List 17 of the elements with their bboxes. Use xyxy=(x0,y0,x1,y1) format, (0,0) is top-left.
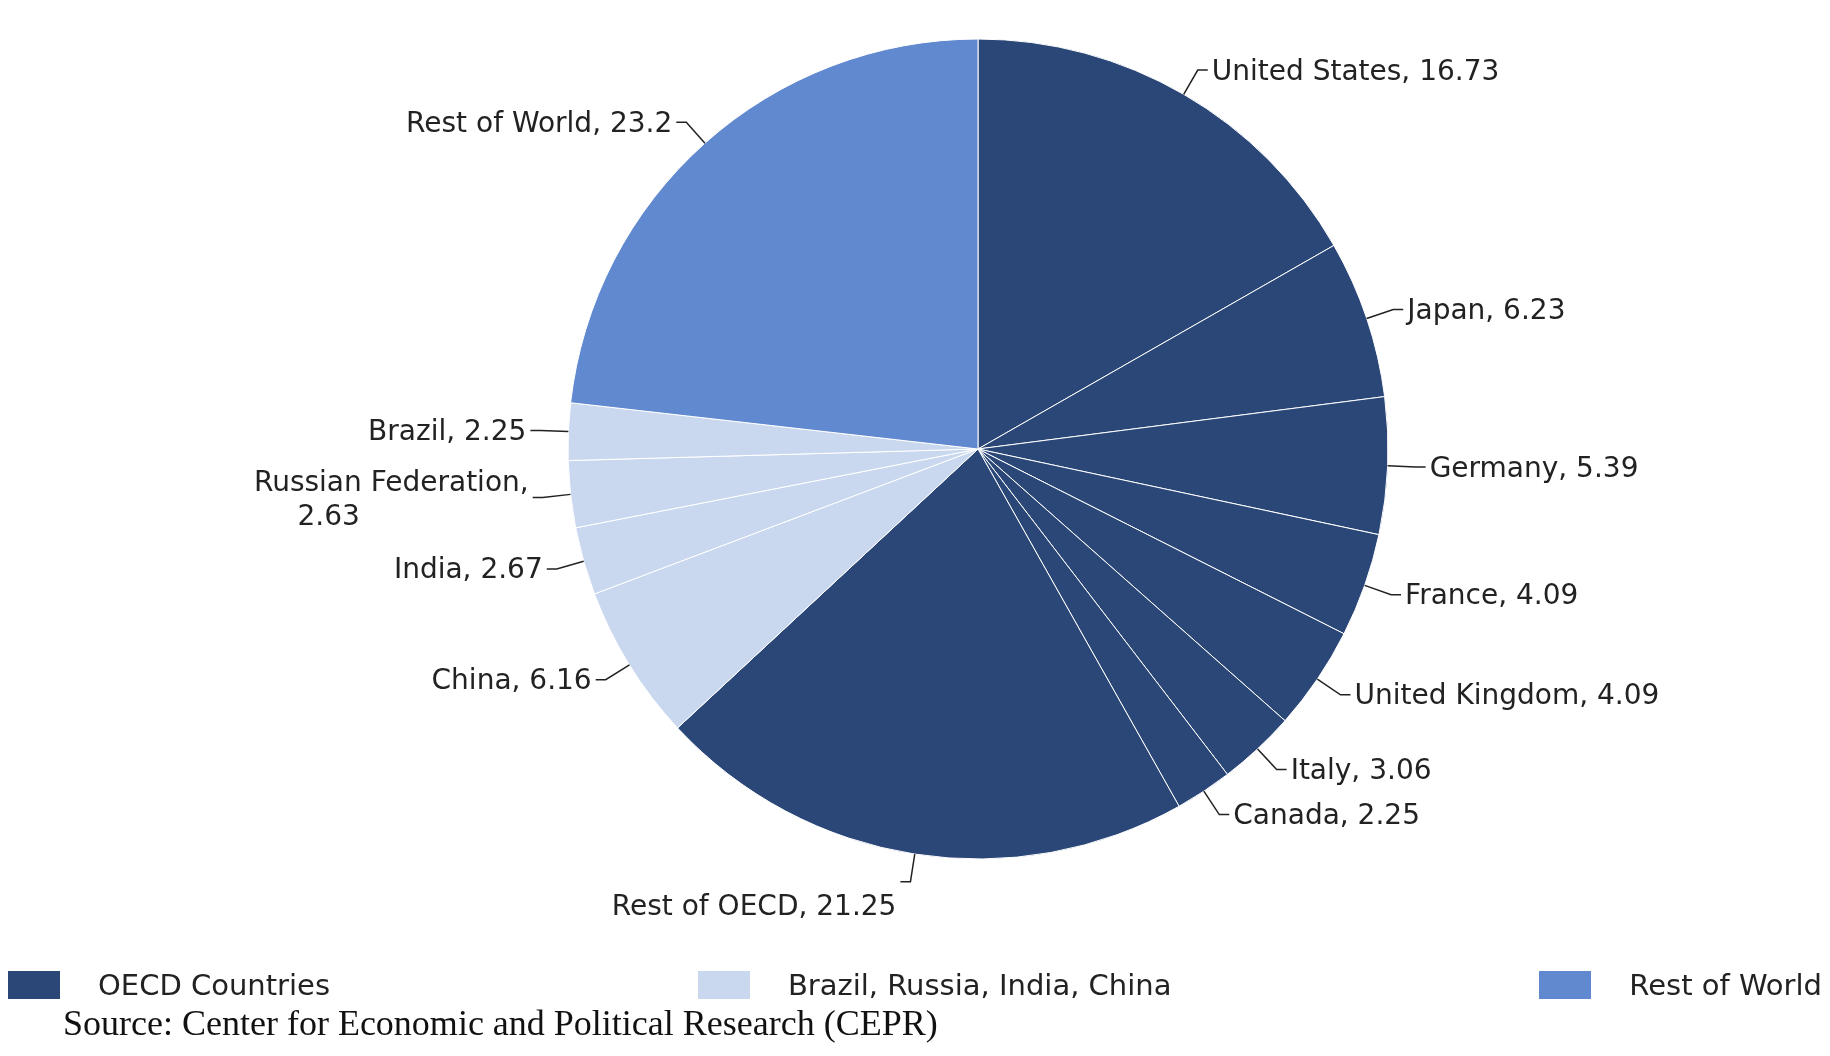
text: Brazil, Russia, India, China xyxy=(787,968,1172,1002)
slice-label: Japan, 6.23 xyxy=(1405,293,1566,327)
slice-label: Canada, 2.25 xyxy=(1233,798,1420,832)
slice-label: United States, 16.73 xyxy=(1211,53,1500,87)
slice-label: Germany, 5.39 xyxy=(1429,450,1639,484)
slice-label: Russian Federation, 2.63 xyxy=(253,464,529,532)
source-note: Source: Center for Economic and Political Research (CEPR) xyxy=(63,1002,939,1044)
slice-label: United Kingdom, 4.09 xyxy=(1354,678,1660,712)
slice-label: France, 4.09 xyxy=(1405,578,1579,612)
legend-label: Rest of World xyxy=(1629,968,1822,1002)
slice-label: Italy, 3.06 xyxy=(1290,752,1432,786)
slice-label: Brazil, 2.25 xyxy=(368,413,527,447)
text: OECD Countries xyxy=(98,968,330,1002)
slice-label: India, 2.67 xyxy=(393,552,543,586)
slice-label: China, 6.16 xyxy=(431,663,592,697)
category-label: Rest of World, 23.2 xyxy=(406,105,673,139)
slice-label: Rest of OECD, 21.25 xyxy=(611,889,897,923)
